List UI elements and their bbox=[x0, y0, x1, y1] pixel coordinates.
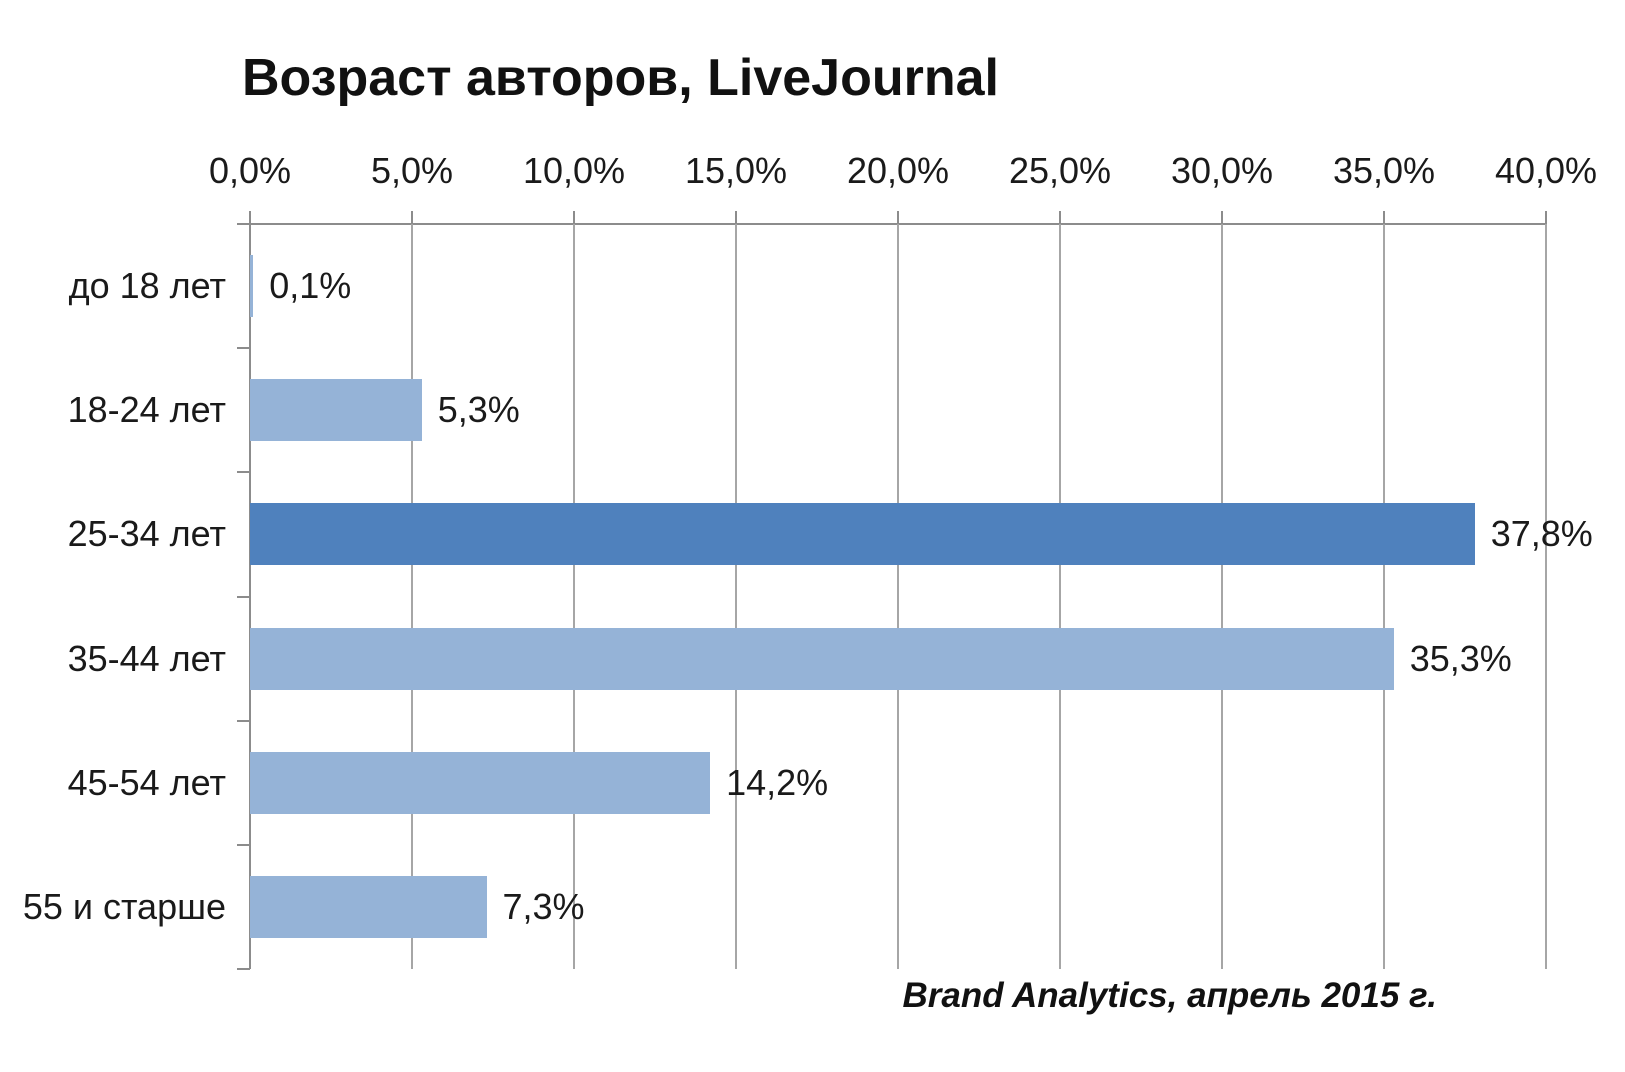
x-axis-tick-label: 25,0% bbox=[1008, 150, 1112, 191]
bar-35-44-лет bbox=[250, 627, 1394, 690]
gridline bbox=[897, 224, 899, 969]
y-axis-tick-mark bbox=[237, 719, 250, 722]
category-label: 25-34 лет bbox=[67, 513, 226, 555]
x-axis-tick-mark bbox=[897, 211, 899, 224]
bar-25-34-лет bbox=[250, 503, 1475, 566]
bar-45-54-лет bbox=[250, 751, 711, 814]
x-axis-tick-mark bbox=[573, 211, 575, 224]
y-axis-tick-mark bbox=[237, 843, 250, 846]
y-axis-tick-mark bbox=[237, 347, 250, 350]
chart-title: Возраст авторов, LiveJournal bbox=[242, 49, 999, 107]
gridline bbox=[1545, 224, 1547, 969]
left-axis-line bbox=[249, 211, 251, 969]
x-axis-tick-label: 40,0% bbox=[1494, 150, 1598, 191]
y-axis-tick-mark bbox=[237, 968, 250, 970]
plot-area: 0,1% 5,3% 37,8% 35,3% 14,2% 7,3% bbox=[237, 211, 1593, 970]
bar-55-и-старше bbox=[250, 875, 487, 938]
footer-credit: Brand Analytics, апрель 2015 г. bbox=[902, 976, 1437, 1015]
gridline bbox=[1221, 224, 1223, 969]
x-axis-tick-label: 35,0% bbox=[1332, 150, 1436, 191]
bar-value-label: 7,3% bbox=[502, 885, 585, 927]
x-axis: 0,0% 5,0% 10,0% 15,0% 20,0% 25,0% 30,0% 35,0% 40… bbox=[209, 150, 1597, 198]
x-axis-tick-label: 15,0% bbox=[684, 150, 788, 191]
x-axis-tick-mark bbox=[735, 211, 737, 224]
category-label: 45-54 лет bbox=[67, 761, 226, 803]
category-label: 18-24 лет bbox=[67, 389, 226, 431]
x-axis-tick-mark bbox=[1221, 211, 1223, 224]
x-axis-tick-mark bbox=[1059, 211, 1061, 224]
category-label: до 18 лет bbox=[68, 265, 226, 307]
bar-value-label: 35,3% bbox=[1409, 637, 1512, 679]
x-axis-tick-label: 30,0% bbox=[1170, 150, 1274, 191]
x-axis-tick-mark bbox=[1383, 211, 1385, 224]
bar-до-18-лет bbox=[250, 255, 254, 318]
y-axis-category-labels: до 18 лет 18-24 лет 25-34 лет 35-44 лет 45-5… bbox=[0, 0, 226, 1072]
bar-value-label: 14,2% bbox=[726, 761, 829, 803]
y-axis-tick-mark bbox=[237, 223, 250, 225]
bar-value-label: 0,1% bbox=[269, 265, 352, 307]
x-axis-tick-mark bbox=[411, 211, 413, 224]
x-axis-tick-label: 5,0% bbox=[370, 150, 454, 191]
bar-value-label: 5,3% bbox=[437, 389, 520, 431]
gridline bbox=[1059, 224, 1061, 969]
category-label: 35-44 лет bbox=[67, 637, 226, 679]
gridline bbox=[411, 224, 413, 969]
gridline bbox=[573, 224, 575, 969]
y-axis-tick-mark bbox=[237, 471, 250, 474]
bar-18-24-лет bbox=[250, 379, 422, 442]
gridline bbox=[735, 224, 737, 969]
x-axis-tick-mark bbox=[249, 211, 251, 224]
y-axis-tick-mark bbox=[237, 595, 250, 598]
bar-value-label: 37,8% bbox=[1490, 513, 1593, 555]
category-label: 55 и старше bbox=[22, 885, 226, 927]
x-axis-tick-mark bbox=[1545, 211, 1547, 224]
x-axis-tick-label: 0,0% bbox=[208, 150, 292, 191]
x-axis-tick-label: 10,0% bbox=[522, 150, 626, 191]
x-axis-tick-label: 20,0% bbox=[846, 150, 950, 191]
gridline bbox=[1383, 224, 1385, 969]
